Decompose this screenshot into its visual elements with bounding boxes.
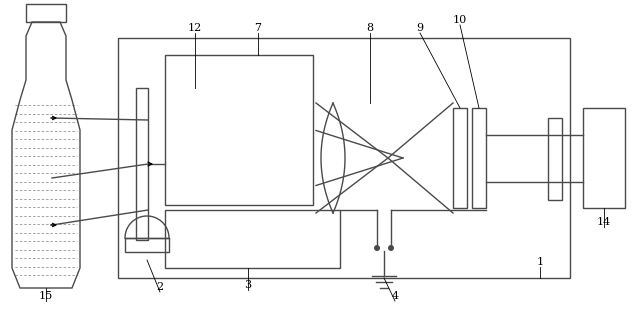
Bar [26, 4, 66, 22]
Bar [118, 38, 570, 278]
Bar [583, 108, 625, 208]
Bar [125, 238, 169, 252]
Bar [165, 210, 340, 268]
Bar [453, 108, 467, 208]
Bar [165, 55, 313, 205]
Text: 3: 3 [245, 280, 252, 290]
Text: 2: 2 [157, 282, 164, 292]
Text: 4: 4 [391, 291, 399, 301]
Circle shape [374, 245, 380, 251]
Text: 9: 9 [417, 23, 424, 33]
Text: 7: 7 [254, 23, 261, 33]
Bar [136, 88, 148, 240]
Text: 8: 8 [366, 23, 373, 33]
Text: 15: 15 [39, 291, 53, 301]
Circle shape [388, 245, 394, 251]
Bar [472, 108, 486, 208]
Text: 10: 10 [453, 15, 467, 25]
Bar [548, 118, 562, 200]
Text: 14: 14 [597, 217, 611, 227]
Text: 12: 12 [188, 23, 202, 33]
Text: 1: 1 [536, 257, 543, 267]
